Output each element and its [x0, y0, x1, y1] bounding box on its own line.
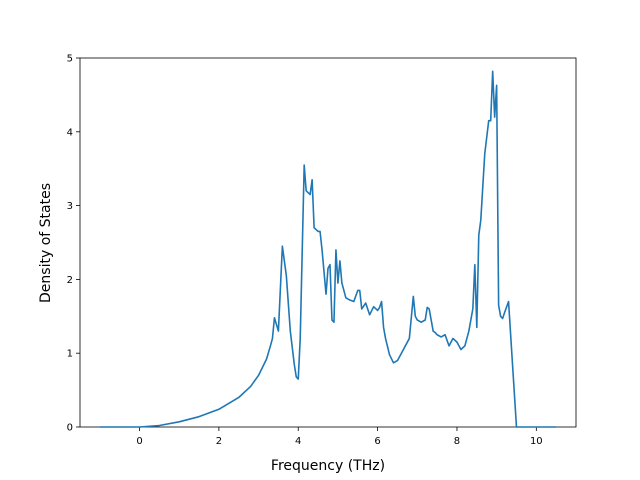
y-axis: 0 1 2 3 4 5 [67, 54, 80, 434]
axes-frame [79, 57, 577, 428]
x-tick-label: 4 [295, 436, 301, 447]
y-tick-label: 2 [67, 275, 73, 286]
x-tick-label: 0 [136, 436, 142, 447]
x-axis: 0 2 4 6 8 10 [136, 427, 543, 447]
x-tick-label: 6 [374, 436, 380, 447]
y-axis-label: Density of States [38, 183, 54, 303]
y-tick-label: 4 [67, 127, 73, 138]
x-tick-label: 8 [454, 436, 460, 447]
plot-area: 0 2 4 6 8 10 0 1 2 3 4 5 [67, 54, 577, 447]
x-tick-label: 2 [216, 436, 222, 447]
y-tick-label: 5 [67, 54, 73, 65]
dos-series-line [99, 70, 557, 428]
x-tick-label: 10 [530, 436, 543, 447]
series-layer [99, 70, 557, 428]
x-axis-label: Frequency (THz) [271, 458, 385, 474]
y-tick-label: 0 [67, 423, 73, 434]
y-tick-label: 1 [67, 349, 73, 360]
y-tick-label: 3 [67, 201, 73, 212]
